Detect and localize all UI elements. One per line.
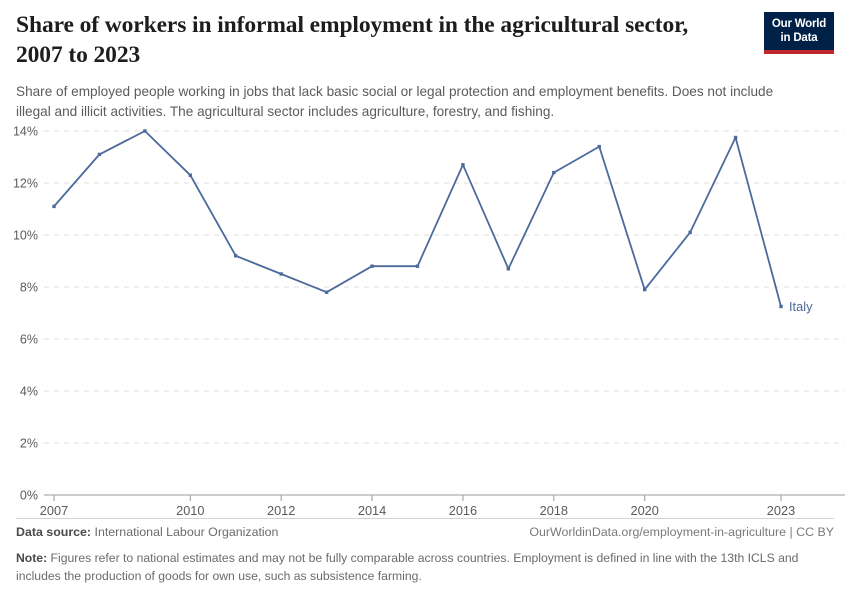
owid-logo-line1: Our World <box>771 18 827 30</box>
x-axis-tick-label: 2016 <box>449 503 477 518</box>
x-axis-tick-label: 2020 <box>630 503 658 518</box>
y-axis-tick-label: 6% <box>20 333 38 347</box>
series-data-point[interactable] <box>461 163 465 167</box>
x-axis-tick-label: 2012 <box>267 503 295 518</box>
series-data-point[interactable] <box>506 267 511 271</box>
chart-x-axis <box>44 494 845 501</box>
series-data-point[interactable] <box>52 204 56 209</box>
series-data-point[interactable] <box>97 152 102 157</box>
chart-footer: Data source: International Labour Organi… <box>16 525 834 585</box>
chart-series-lines[interactable] <box>53 130 782 308</box>
page-title: Share of workers in informal employment … <box>16 12 689 69</box>
series-data-point[interactable] <box>642 287 647 292</box>
series-data-point[interactable] <box>597 144 601 149</box>
footer-divider <box>16 518 834 519</box>
y-axis-tick-label: 10% <box>13 229 38 243</box>
series-data-point[interactable] <box>279 272 283 276</box>
series-data-point[interactable] <box>552 170 556 175</box>
series-data-point[interactable] <box>188 173 193 177</box>
chart-header: Share of workers in informal employment … <box>16 10 834 122</box>
chart-gridlines <box>44 130 845 444</box>
chart-note-label: Note: <box>16 551 48 565</box>
series-line[interactable] <box>53 130 782 308</box>
chart-y-axis-labels: 0% 2% 4% 6% 8% 10% 12% 14% <box>13 125 38 503</box>
y-axis-tick-label: 14% <box>13 125 38 139</box>
series-data-point[interactable] <box>143 129 147 133</box>
chart-container[interactable]: 0% 2% 4% 6% 8% 10% 12% 14% 2007 2010 2012 2014 2016… <box>0 110 850 520</box>
y-axis-tick-label: 8% <box>20 281 38 295</box>
series-data-point[interactable] <box>779 304 783 309</box>
data-source-label: Data source: <box>16 525 92 539</box>
chart-note: Note: Figures refer to national estimate… <box>16 550 816 585</box>
footer-source-row: Data source: International Labour Organi… <box>16 525 834 539</box>
x-axis-tick-label: 2010 <box>176 503 204 518</box>
x-axis-tick-label: 2018 <box>540 503 568 518</box>
series-data-point[interactable] <box>370 264 374 268</box>
owid-logo[interactable]: Our World in Data <box>764 12 834 55</box>
series-data-point[interactable] <box>688 230 692 235</box>
chart-note-text: Figures refer to national estimates and … <box>16 551 799 583</box>
chart-series-points[interactable] <box>52 129 783 309</box>
chart-series-labels: Italy <box>789 299 813 314</box>
series-data-point[interactable] <box>733 135 738 140</box>
owid-logo-line2: in Data <box>780 31 818 44</box>
y-axis-tick-label: 4% <box>20 385 38 399</box>
x-axis-tick-label: 2023 <box>767 503 795 518</box>
chart-x-axis-labels: 2007 2010 2012 2014 2016 2018 2020 2023 <box>40 503 795 518</box>
x-axis-tick-label: 2007 <box>40 503 68 518</box>
series-data-point[interactable] <box>415 264 420 268</box>
x-axis-tick-label: 2014 <box>358 503 386 518</box>
series-data-point[interactable] <box>324 290 329 294</box>
y-axis-tick-label: 0% <box>20 489 38 503</box>
series-data-point[interactable] <box>234 254 238 258</box>
attribution-link[interactable]: OurWorldinData.org/employment-in-agricul… <box>529 525 834 539</box>
y-axis-tick-label: 2% <box>20 437 38 451</box>
chart-subtitle: Share of employed people working in jobs… <box>16 84 774 119</box>
data-source: Data source: International Labour Organi… <box>16 525 278 539</box>
data-source-value: International Labour Organization <box>94 525 279 539</box>
y-axis-tick-label: 12% <box>13 177 38 191</box>
series-end-label: Italy <box>789 299 813 314</box>
line-chart[interactable]: 0% 2% 4% 6% 8% 10% 12% 14% 2007 2010 2012 2014 2016… <box>0 110 850 520</box>
